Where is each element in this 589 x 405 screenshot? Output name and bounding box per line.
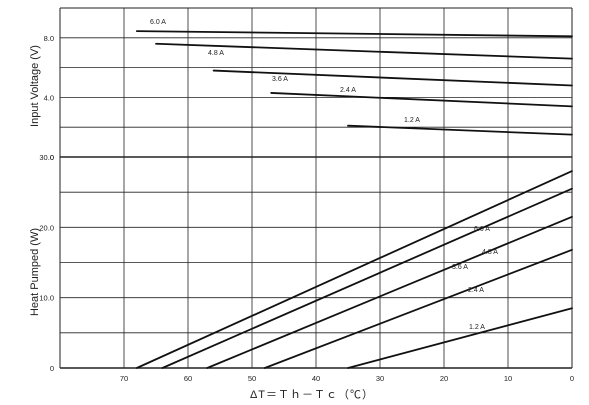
y-axis-title-heat: Heat Pumped (W) <box>29 228 41 316</box>
series-line-12A-panel0 <box>347 124 573 136</box>
x-tick-label: 50 <box>248 374 256 383</box>
series-layer <box>135 30 573 369</box>
label-layer: 8.0 4.0 0 6.0 A 4.8 A 3.6 A 2.4 A 1.2 A 30.0 20.0… <box>39 19 574 383</box>
series-label: 6.0 A <box>474 226 490 233</box>
series-line-48A-panel0 <box>155 42 573 60</box>
series-label: 1.2 A <box>404 117 420 124</box>
series-label: 4.8 A <box>208 50 224 57</box>
x-tick-label: 10 <box>504 374 512 383</box>
series-label: 2.4 A <box>340 87 356 94</box>
series-label: 3.6 A <box>452 264 468 271</box>
series-label: 3.6 A <box>272 76 288 83</box>
series-line-12A-panel1 <box>347 307 573 369</box>
grid-layer <box>59 7 573 369</box>
series-line-36A-panel0 <box>212 69 573 87</box>
series-label: 1.2 A <box>469 324 485 331</box>
series-line-24A-panel0 <box>270 92 573 108</box>
x-tick-label: 70 <box>120 374 128 383</box>
y-tick-label: 4.0 <box>44 93 54 102</box>
y-tick-label: 30.0 <box>39 153 54 162</box>
series-label: 4.8 A <box>482 249 498 256</box>
series-line-24A-panel1 <box>263 248 573 369</box>
series-line-36A-panel1 <box>206 215 573 369</box>
y-tick-label: 10.0 <box>39 294 54 303</box>
series-label: 6.0 A <box>150 19 166 26</box>
x-tick-label: 40 <box>312 374 320 383</box>
y-tick-label: 20.0 <box>39 223 54 232</box>
x-tick-label: 30 <box>376 374 384 383</box>
series-line-48A-panel1 <box>161 187 573 369</box>
y-tick-label: 0 <box>50 153 54 162</box>
y-tick-label: 0 <box>50 364 54 373</box>
y-axis-title-voltage: Input Voltage (V) <box>29 45 41 127</box>
series-line-60A-panel1 <box>135 170 573 369</box>
x-axis-title: ΔT＝Ｔｈ－Ｔｃ（℃） <box>250 388 374 401</box>
x-tick-label: 60 <box>184 374 192 383</box>
y-tick-label: 8.0 <box>44 34 54 43</box>
x-tick-label: 0 <box>570 374 574 383</box>
series-line-60A-panel0 <box>135 30 573 38</box>
x-tick-label: 20 <box>440 374 448 383</box>
series-label: 2.4 A <box>468 287 484 294</box>
